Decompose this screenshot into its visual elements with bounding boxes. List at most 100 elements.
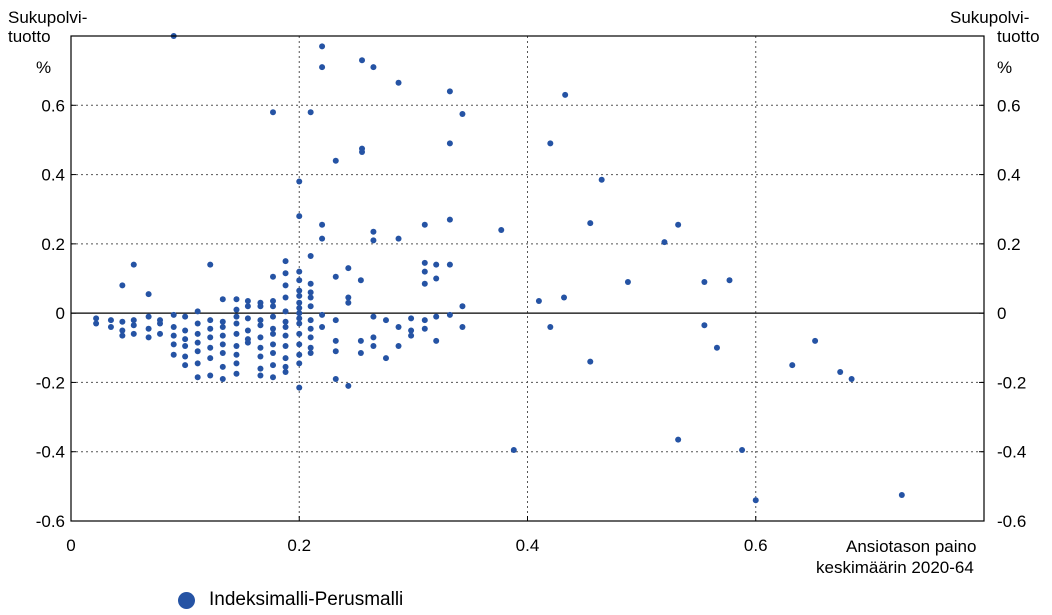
data-point	[182, 353, 189, 360]
data-point	[282, 355, 289, 362]
data-point	[282, 270, 289, 277]
data-point	[244, 327, 251, 334]
data-point	[408, 315, 415, 322]
data-point	[459, 324, 466, 330]
data-point	[357, 349, 364, 356]
data-point	[119, 318, 126, 325]
x-tick-label: 0	[66, 536, 75, 555]
x-axis-title-line2: keskimäärin 2020-64	[816, 558, 974, 577]
data-point	[182, 336, 189, 343]
data-point	[194, 308, 201, 315]
data-point	[459, 303, 466, 310]
data-point	[561, 294, 568, 301]
data-point	[307, 325, 314, 332]
data-point	[307, 289, 314, 296]
data-point	[257, 317, 264, 324]
data-point	[661, 239, 668, 246]
data-point	[145, 334, 152, 341]
data-point	[370, 343, 377, 350]
data-point	[307, 317, 314, 324]
data-point	[107, 317, 114, 324]
data-point	[587, 358, 594, 365]
data-point	[701, 322, 708, 329]
y-tick-label-left: -0.4	[36, 443, 65, 462]
data-point	[421, 268, 428, 275]
data-point	[296, 299, 303, 306]
data-point	[270, 273, 277, 280]
data-point	[182, 362, 189, 369]
data-point	[535, 298, 542, 305]
data-point	[296, 178, 303, 185]
data-point	[408, 327, 415, 334]
data-point	[257, 334, 264, 341]
data-point	[296, 304, 303, 311]
data-point	[257, 322, 264, 329]
data-point	[270, 303, 277, 310]
data-point	[282, 282, 289, 289]
y-tick-label-left: 0	[56, 304, 65, 323]
data-point	[244, 303, 251, 310]
y-tick-label-right: -0.4	[997, 443, 1026, 462]
right-axis-title-line2: tuotto	[997, 27, 1040, 46]
data-point	[459, 110, 466, 117]
left-axis-title-line2: tuotto	[8, 27, 51, 46]
data-point	[93, 320, 100, 327]
data-point	[382, 355, 389, 362]
data-point	[421, 280, 428, 287]
data-point	[270, 313, 277, 320]
grid-layer	[71, 35, 984, 522]
y-tick-label-left: 0.4	[41, 166, 65, 185]
data-point	[395, 235, 402, 242]
data-point	[296, 287, 303, 294]
y-tick-label-right: 0	[997, 304, 1006, 323]
data-point	[421, 325, 428, 332]
data-point	[446, 216, 453, 223]
data-point	[130, 322, 137, 329]
data-point	[547, 324, 554, 330]
data-point	[130, 330, 137, 337]
legend: Indeksimalli-Perusmalli	[178, 589, 403, 611]
data-point	[233, 313, 240, 320]
data-point	[282, 324, 289, 330]
data-point	[319, 235, 326, 242]
data-point	[726, 277, 733, 284]
data-point	[812, 337, 819, 344]
data-point	[307, 349, 314, 356]
data-point	[307, 334, 314, 341]
data-point	[182, 327, 189, 334]
data-point	[170, 351, 177, 358]
data-point	[219, 324, 226, 330]
data-point	[370, 334, 377, 341]
data-point	[219, 318, 226, 325]
data-point	[547, 140, 554, 147]
data-point	[319, 43, 326, 50]
data-point	[332, 348, 339, 355]
right-axis-unit: %	[997, 58, 1013, 77]
x-axis-title-line1: Ansiotason paino	[846, 537, 977, 556]
data-point	[433, 275, 440, 282]
data-point	[370, 228, 377, 235]
data-point	[282, 308, 289, 315]
data-point	[233, 320, 240, 327]
data-point	[130, 261, 137, 268]
data-point	[701, 278, 708, 285]
data-point	[282, 294, 289, 301]
data-point	[145, 325, 152, 332]
data-point	[194, 320, 201, 327]
data-point	[219, 341, 226, 348]
legend-label: Indeksimalli-Perusmalli	[209, 589, 404, 610]
data-point	[332, 273, 339, 280]
data-point	[207, 355, 214, 362]
data-point	[233, 296, 240, 303]
y-tick-label-left: -0.2	[36, 373, 65, 392]
data-point	[296, 360, 303, 367]
y-tick-label-right: 0.2	[997, 235, 1021, 254]
data-point	[307, 252, 314, 259]
data-point	[194, 339, 201, 346]
data-point	[370, 313, 377, 320]
data-point	[270, 349, 277, 356]
data-point	[233, 360, 240, 367]
data-point	[498, 227, 505, 233]
data-point	[296, 341, 303, 348]
data-point	[233, 351, 240, 358]
